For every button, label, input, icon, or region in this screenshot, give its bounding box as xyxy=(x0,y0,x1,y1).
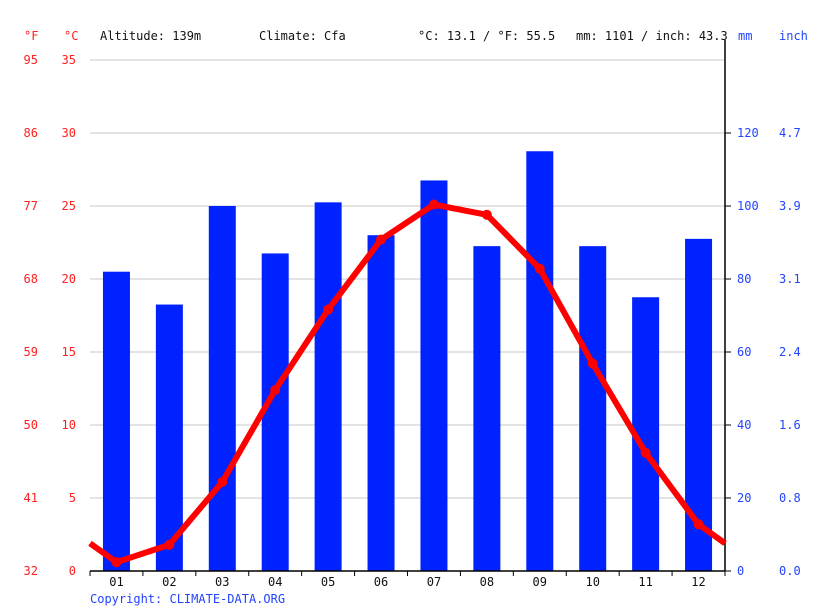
inch-unit-label: inch xyxy=(779,29,808,43)
precipitation-bar xyxy=(261,253,289,571)
inch-tick-label: 2.4 xyxy=(779,345,801,359)
mm-tick-label: 100 xyxy=(737,199,759,213)
temperature-line xyxy=(88,199,727,568)
total-precipitation-label: mm: 1101 / inch: 43.3 xyxy=(576,29,728,43)
precipitation-bar xyxy=(102,271,130,571)
celsius-tick-label: 30 xyxy=(61,126,76,140)
month-tick-label: 05 xyxy=(320,575,336,589)
precipitation-bar xyxy=(367,235,395,571)
mm-tick-label: 20 xyxy=(737,491,752,505)
fahrenheit-tick-label: 95 xyxy=(23,53,38,67)
mm-tick-label: 80 xyxy=(737,272,752,286)
month-tick-label: 01 xyxy=(109,575,124,589)
inch-tick-label: 4.7 xyxy=(779,126,801,140)
temperature-point xyxy=(217,476,228,487)
inch-tick-label: 0.0 xyxy=(779,564,801,578)
mm-tick-label: 60 xyxy=(737,345,752,359)
celsius-unit-label: °C xyxy=(64,29,79,43)
celsius-tick-label: 35 xyxy=(61,53,76,67)
altitude-label: Altitude: 139m xyxy=(100,29,202,43)
fahrenheit-tick-label: 32 xyxy=(23,564,38,578)
fahrenheit-tick-label: 59 xyxy=(23,345,38,359)
temperature-point xyxy=(481,209,492,220)
temperature-point xyxy=(164,539,175,550)
temperature-point xyxy=(376,234,387,245)
precipitation-bar xyxy=(420,180,448,571)
month-tick-label: 10 xyxy=(585,575,600,589)
temperature-point xyxy=(111,557,122,568)
inch-tick-label: 1.6 xyxy=(779,418,801,432)
copyright-link[interactable]: Copyright: CLIMATE-DATA.ORG xyxy=(90,592,286,606)
temperature-point xyxy=(587,358,598,369)
inch-tick-label: 0.8 xyxy=(779,491,801,505)
month-tick-label: 09 xyxy=(532,575,547,589)
temperature-point xyxy=(534,263,545,274)
month-tick-label: 11 xyxy=(638,575,653,589)
inch-tick-label: 3.9 xyxy=(779,199,801,213)
celsius-tick-label: 20 xyxy=(61,272,76,286)
mm-tick-label: 40 xyxy=(737,418,752,432)
fahrenheit-tick-label: 50 xyxy=(23,418,38,432)
month-tick-label: 03 xyxy=(215,575,230,589)
fahrenheit-tick-label: 68 xyxy=(23,272,38,286)
temperature-point xyxy=(270,384,281,395)
mm-unit-label: mm xyxy=(738,29,753,43)
fahrenheit-tick-label: 77 xyxy=(23,199,38,213)
chart-axes xyxy=(89,40,731,576)
celsius-tick-label: 15 xyxy=(61,345,76,359)
precipitation-bar xyxy=(208,206,236,571)
month-tick-label: 02 xyxy=(162,575,177,589)
precipitation-bar xyxy=(155,304,183,571)
temperature-point xyxy=(693,519,704,530)
precipitation-bar xyxy=(314,202,342,571)
celsius-tick-label: 25 xyxy=(61,199,76,213)
fahrenheit-tick-label: 86 xyxy=(23,126,38,140)
precipitation-bar xyxy=(526,151,554,571)
fahrenheit-unit-label: °F xyxy=(24,29,39,43)
mm-tick-label: 0 xyxy=(737,564,745,578)
temperature-point xyxy=(323,304,334,315)
celsius-tick-label: 0 xyxy=(68,564,76,578)
precipitation-bar xyxy=(473,246,501,571)
month-tick-label: 04 xyxy=(267,575,283,589)
mm-tick-label: 120 xyxy=(737,126,759,140)
climate-label: Climate: Cfa xyxy=(259,29,346,43)
month-tick-label: 08 xyxy=(479,575,495,589)
inch-tick-label: 3.1 xyxy=(779,272,801,286)
month-tick-label: 06 xyxy=(373,575,389,589)
gridlines xyxy=(90,59,725,499)
fahrenheit-tick-label: 41 xyxy=(23,491,38,505)
month-tick-label: 07 xyxy=(426,575,442,589)
average-temperature-label: °C: 13.1 / °F: 55.5 xyxy=(418,29,556,43)
celsius-tick-label: 10 xyxy=(61,418,76,432)
month-tick-label: 12 xyxy=(691,575,706,589)
temperature-point xyxy=(428,199,439,210)
celsius-tick-label: 5 xyxy=(68,491,76,505)
precipitation-bars xyxy=(102,151,713,571)
temperature-point xyxy=(640,447,651,458)
precipitation-bar xyxy=(579,246,607,571)
